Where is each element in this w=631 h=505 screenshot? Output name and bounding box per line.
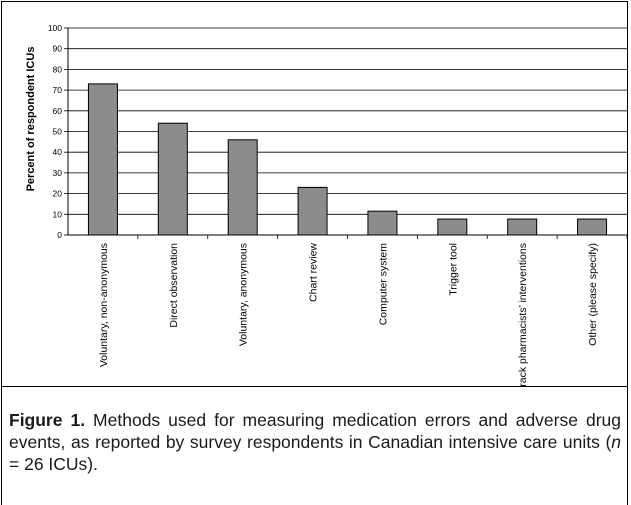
y-tick-labels: 0 10 20 30 40 50 60 70 80 90 100: [48, 23, 62, 240]
y-tick-label: 90: [53, 44, 63, 54]
y-tick-label: 40: [53, 147, 63, 157]
category-label: Voluntary, non-anonymous: [98, 243, 110, 367]
y-axis-label: Percent of respondent ICUs: [25, 47, 37, 192]
category-label: Voluntary, anonymous: [238, 243, 250, 346]
category-label: Chart review: [308, 243, 320, 302]
caption-n-symbol: n: [611, 432, 621, 452]
caption-text: Methods used for measuring medication er…: [9, 410, 621, 452]
y-tick-label: 0: [57, 230, 62, 240]
bar-chart: 0 10 20 30 40 50 60 70 80 90 100 Voluntary, non-an…: [25, 23, 628, 387]
y-tick-label: 10: [53, 209, 63, 219]
y-tick-label: 100: [48, 23, 62, 33]
y-tick-label: 60: [53, 106, 63, 116]
category-label: Direct observation: [168, 243, 180, 328]
category-label: Other (please specify): [587, 243, 599, 346]
bar: [227, 139, 258, 236]
bar: [157, 122, 188, 236]
caption-label: Figure 1.: [9, 410, 86, 430]
y-tick-label: 70: [53, 85, 63, 95]
bars: [87, 83, 608, 236]
category-label: Computer system: [377, 243, 389, 326]
chart-area: 0 10 20 30 40 50 60 70 80 90 100 Voluntary, non-an…: [2, 2, 628, 387]
caption-text-end: = 26 ICUs).: [9, 454, 98, 474]
gridlines: [68, 27, 627, 215]
bar: [577, 218, 608, 236]
y-tick-label: 80: [53, 64, 63, 74]
category-label: Trigger tool: [447, 243, 459, 296]
bar: [437, 218, 468, 236]
category-labels: Voluntary, non-anonymous Direct observati…: [98, 243, 599, 387]
y-tick-label: 30: [53, 168, 63, 178]
figure-caption: Figure 1. Methods used for measuring med…: [9, 409, 621, 475]
y-tick-label: 50: [53, 127, 63, 137]
bar: [87, 83, 118, 236]
bar: [367, 210, 398, 236]
axes: [64, 27, 628, 239]
bar: [297, 186, 328, 236]
y-tick-label: 20: [53, 189, 63, 199]
category-label: Track pharmacists’ interventions: [517, 243, 529, 387]
bar: [507, 218, 538, 236]
